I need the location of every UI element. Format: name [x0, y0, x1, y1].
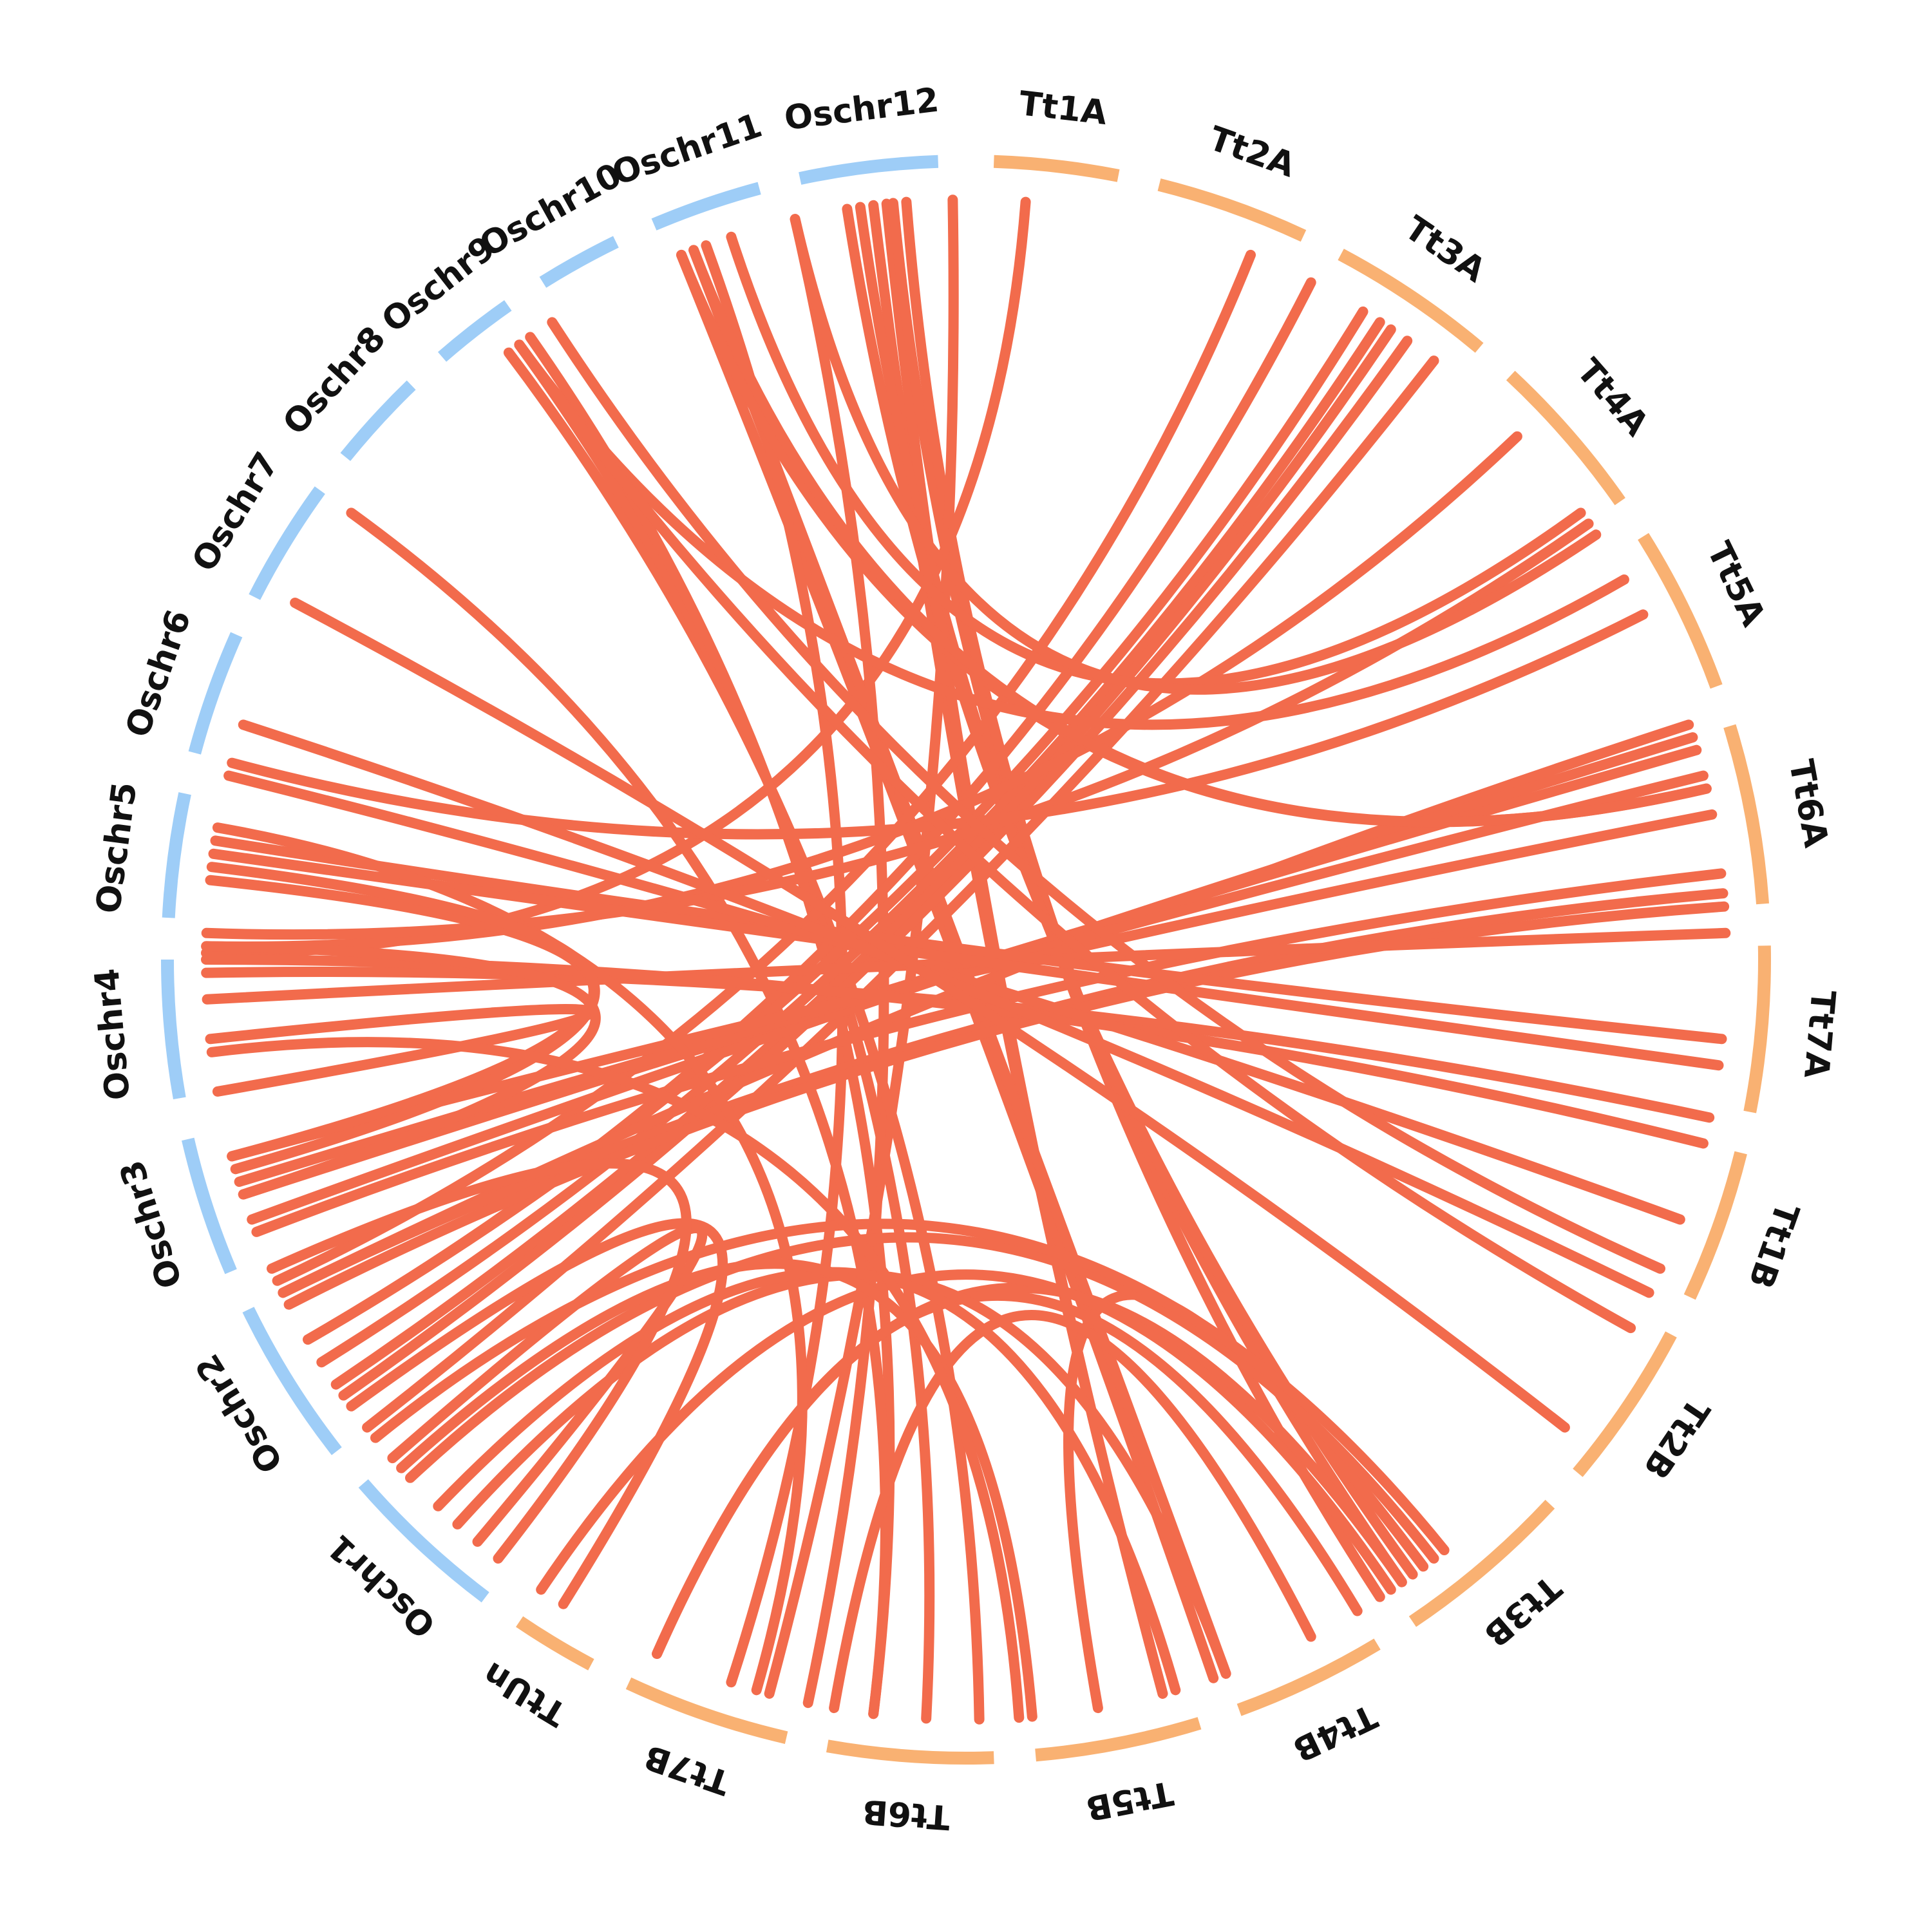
- segment-tt7a: [1743, 945, 1771, 1113]
- synteny-link-55: [652, 1290, 1363, 1659]
- synteny-link-57: [212, 822, 808, 1696]
- segment-oschr6: [188, 632, 243, 755]
- synteny-links: [201, 194, 1731, 1725]
- segment-tt3b: [1408, 1499, 1555, 1627]
- segment-tt1b: [1683, 1151, 1747, 1300]
- synteny-link-48: [514, 339, 1636, 1334]
- synteny-link-67: [201, 941, 601, 1200]
- segment-oschr1: [358, 1479, 489, 1603]
- synteny-link-33: [278, 888, 1728, 1298]
- segment-oschr3: [182, 1137, 237, 1274]
- chromosome-segments: [160, 155, 1771, 1765]
- label-tt5b: Tt5B: [1083, 1773, 1176, 1828]
- label-tt7b: Tt7B: [639, 1737, 735, 1802]
- label-tt5a: Tt5A: [1699, 536, 1772, 632]
- segment-oschr10: [539, 236, 619, 288]
- synteny-link-56: [829, 1310, 1316, 1714]
- synteny-link-38: [514, 339, 1629, 730]
- segment-oschr11: [651, 182, 761, 231]
- label-tt4b: Tt4B: [1287, 1696, 1383, 1769]
- label-tt7a: Tt7A: [1796, 989, 1842, 1079]
- label-tt6a: Tt6A: [1781, 757, 1835, 850]
- synteny-link-49: [290, 598, 1570, 1433]
- label-tt3b: Tt3B: [1477, 1567, 1569, 1654]
- segment-tt5b: [1035, 1717, 1202, 1762]
- label-ttun: TtUn: [477, 1654, 574, 1733]
- synteny-link-46: [238, 719, 1654, 1298]
- label-oschr11: Oschr11: [607, 106, 766, 193]
- label-oschr5: Oschr5: [89, 780, 144, 916]
- segment-oschr4: [160, 959, 186, 1100]
- synteny-link-21: [330, 324, 1396, 1390]
- segment-ttun: [516, 1616, 594, 1671]
- segment-tt2b: [1573, 1331, 1677, 1477]
- synteny-link-20: [316, 317, 1385, 1368]
- segment-tt4b: [1236, 1638, 1381, 1716]
- label-tt3a: Tt3A: [1397, 209, 1492, 290]
- label-tt2a: Tt2A: [1204, 119, 1300, 185]
- synteny-link-39: [726, 231, 1586, 689]
- synteny-link-41: [210, 835, 1727, 1045]
- synteny-link-47: [547, 317, 1665, 1274]
- synteny-link-68: [206, 1037, 1025, 1723]
- segment-oschr2: [242, 1307, 342, 1455]
- synteny-link-53: [405, 1232, 1439, 1564]
- synteny-link-60: [346, 1218, 728, 1609]
- segment-oschr7: [249, 486, 325, 600]
- synteny-link-22: [338, 336, 1413, 1401]
- synteny-link-61: [396, 1258, 1037, 1722]
- synteny-link-19: [303, 306, 1368, 1345]
- label-oschr4: Oschr4: [88, 967, 138, 1101]
- label-oschr3: Oschr3: [113, 1155, 190, 1293]
- segment-oschr5: [162, 792, 191, 918]
- synteny-link-45: [223, 770, 1685, 1225]
- segment-tt1a: [993, 155, 1120, 182]
- label-tt1a: Tt1A: [1017, 84, 1109, 133]
- segment-tt6b: [826, 1739, 994, 1765]
- segment-oschr8: [340, 380, 416, 461]
- segment-tt3a: [1338, 249, 1484, 353]
- label-oschr6: Oschr6: [118, 605, 199, 742]
- label-oschr12: Oschr12: [782, 80, 942, 138]
- label-tt1b: Tt1B: [1741, 1198, 1806, 1293]
- segment-tt2a: [1157, 178, 1307, 242]
- synteny-link-64: [206, 862, 600, 1175]
- segment-tt7b: [625, 1677, 788, 1744]
- synteny-link-34: [283, 901, 1730, 1310]
- label-tt4a: Tt4A: [1569, 352, 1656, 444]
- synteny-link-37: [688, 245, 1712, 828]
- segment-tt5a: [1638, 533, 1723, 689]
- segment-oschr12: [799, 155, 939, 185]
- segment-tt4a: [1506, 370, 1625, 506]
- segment-tt6a: [1723, 724, 1769, 905]
- synteny-link-26: [227, 609, 1649, 840]
- synteny-link-65: [387, 1223, 708, 1547]
- segment-oschr9: [437, 300, 512, 362]
- label-tt6b: Tt6B: [861, 1792, 951, 1836]
- synteny-link-40: [790, 214, 1602, 695]
- synteny-link-66: [267, 1158, 692, 1564]
- label-tt2b: Tt2B: [1636, 1391, 1717, 1485]
